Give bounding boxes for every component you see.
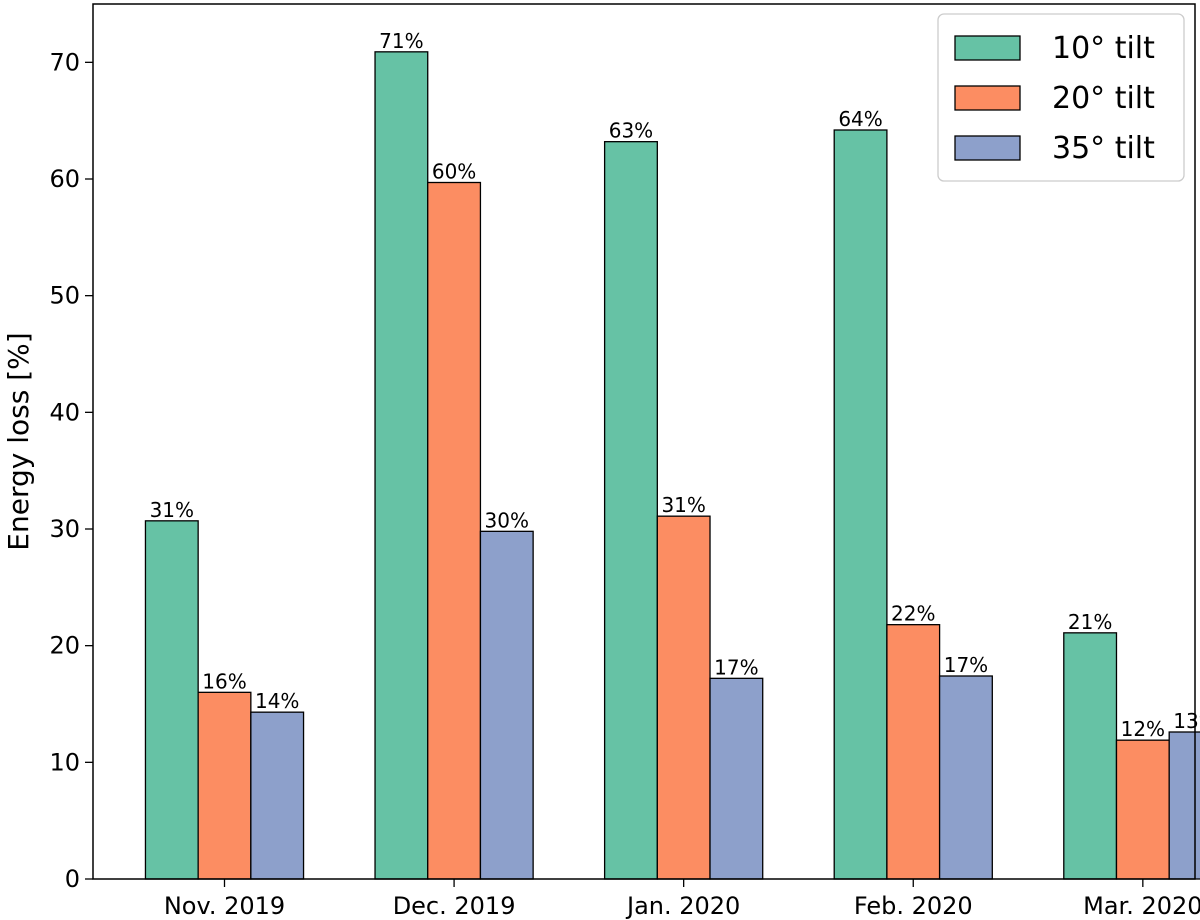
bar-1-1 <box>144 520 199 880</box>
y-tick-label: 20 <box>49 632 80 660</box>
y-tick-label: 50 <box>49 282 80 310</box>
bars-group <box>144 51 1200 880</box>
data-label: 21% <box>1068 610 1112 634</box>
data-label: 71% <box>379 29 423 53</box>
data-label: 31% <box>661 493 705 517</box>
data-label: 17% <box>944 653 988 677</box>
bar-3-2 <box>479 530 534 880</box>
legend: 10° tilt 20° tilt 35° tilt <box>937 13 1185 182</box>
legend-swatch <box>954 35 1021 61</box>
legend-label: 35° tilt <box>1052 131 1155 166</box>
y-tick-label: 60 <box>49 165 80 193</box>
bar-2-3 <box>656 515 711 880</box>
legend-label: 10° tilt <box>1052 31 1155 66</box>
data-label: 13% <box>1173 709 1200 733</box>
bar-1-3 <box>603 141 658 880</box>
x-tick-label: Nov. 2019 <box>164 892 285 920</box>
y-tick-label: 10 <box>49 748 80 776</box>
x-tick-label: Dec. 2019 <box>393 892 516 920</box>
y-axis-ticks: 0 10 20 30 40 50 60 70 <box>49 48 93 893</box>
data-label: 22% <box>891 602 935 626</box>
bar-1-4 <box>833 129 888 880</box>
bar-2-5 <box>1115 739 1170 880</box>
data-label: 30% <box>485 508 529 532</box>
y-tick-label: 70 <box>49 48 80 76</box>
x-tick-label: Jan. 2020 <box>625 892 740 920</box>
x-tick-label: Mar. 2020 <box>1083 892 1200 920</box>
x-axis-ticks: Nov. 2019 Dec. 2019 Jan. 2020 Feb. 2020 Mar.… <box>164 879 1200 920</box>
bar-3-1 <box>250 711 305 880</box>
data-label: 14% <box>255 689 299 713</box>
y-axis-title: Energy loss [%] <box>2 332 35 550</box>
data-label: 60% <box>432 160 476 184</box>
bar-3-3 <box>709 677 764 880</box>
legend-swatch <box>954 135 1021 161</box>
data-label: 17% <box>714 655 758 679</box>
bar-2-2 <box>427 181 482 880</box>
plot-frame <box>92 3 1196 880</box>
data-labels-group: 31% 71% 63% 64% 21% 16% 60% 31% 22% 12% 14% 30% 17% 1… <box>150 29 1200 741</box>
bar-2-1 <box>197 691 252 880</box>
bar-1-2 <box>374 51 429 880</box>
x-tick-label: Feb. 2020 <box>854 892 973 920</box>
y-tick-label: 30 <box>49 515 80 543</box>
legend-label: 20° tilt <box>1052 81 1155 116</box>
y-tick-label: 0 <box>65 865 80 893</box>
data-label: 16% <box>202 669 246 693</box>
data-label: 64% <box>838 107 882 131</box>
data-label: 63% <box>609 119 653 143</box>
data-label: 31% <box>150 498 194 522</box>
legend-swatch <box>954 85 1021 111</box>
data-label: 12% <box>1121 717 1165 741</box>
bar-3-4 <box>938 675 993 880</box>
y-tick-label: 40 <box>49 398 80 426</box>
bar-1-5 <box>1063 632 1118 880</box>
bar-2-4 <box>886 624 941 880</box>
